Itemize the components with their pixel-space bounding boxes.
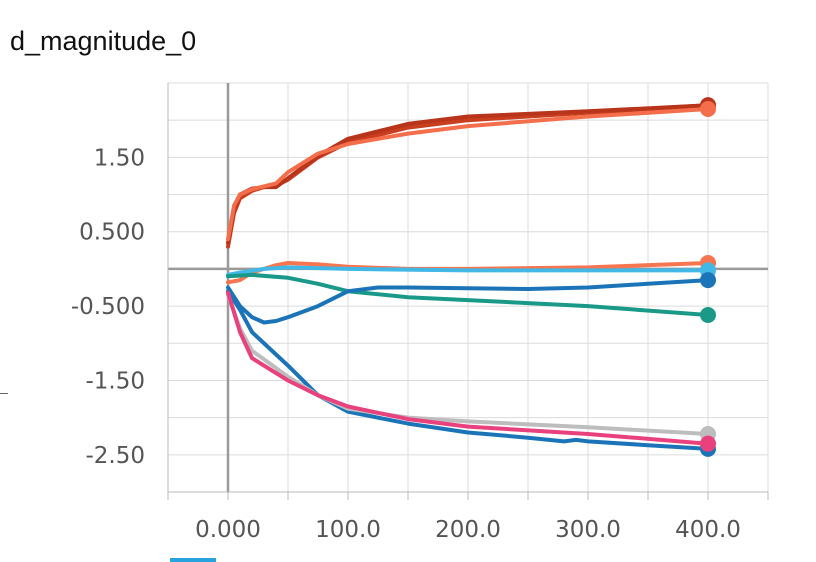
series-end-marker-6[interactable] (700, 307, 716, 324)
legend-swatch[interactable] (170, 558, 216, 562)
series-line-7[interactable] (226, 278, 710, 325)
series-end-marker-10[interactable] (700, 435, 716, 452)
y-tick-label: -2.50 (85, 443, 145, 469)
x-tick-label: 200.0 (435, 517, 501, 543)
series-end-marker-7[interactable] (700, 272, 716, 289)
series-line-5[interactable] (226, 265, 710, 277)
y-tick-label: 1.50 (94, 145, 145, 171)
x-tick-label: 300.0 (555, 517, 621, 543)
y-tick-label: 0.500 (79, 220, 145, 246)
series-end-marker-3[interactable] (700, 101, 716, 118)
x-tick-label: 0.000 (195, 517, 261, 543)
x-tick-labels: 0.000 100.0 200.0 300.0 400.0 (167, 492, 769, 543)
chart-title: d_magnitude_0 (10, 26, 197, 56)
y-tick-label: -1.50 (85, 368, 145, 394)
x-tick-label: 100.0 (315, 517, 381, 543)
series-line-3[interactable] (226, 107, 710, 242)
series-lines (226, 103, 710, 451)
x-tick-label: 400.0 (675, 517, 741, 543)
series-line-10[interactable] (226, 290, 710, 446)
series-line-8[interactable] (226, 289, 710, 451)
y-tick-label: -0.500 (71, 294, 145, 320)
axis-stub (0, 393, 8, 394)
series-end-markers (700, 97, 716, 457)
y-tick-labels: 1.50 0.500 -0.500 -1.50 -2.50 (71, 145, 145, 468)
